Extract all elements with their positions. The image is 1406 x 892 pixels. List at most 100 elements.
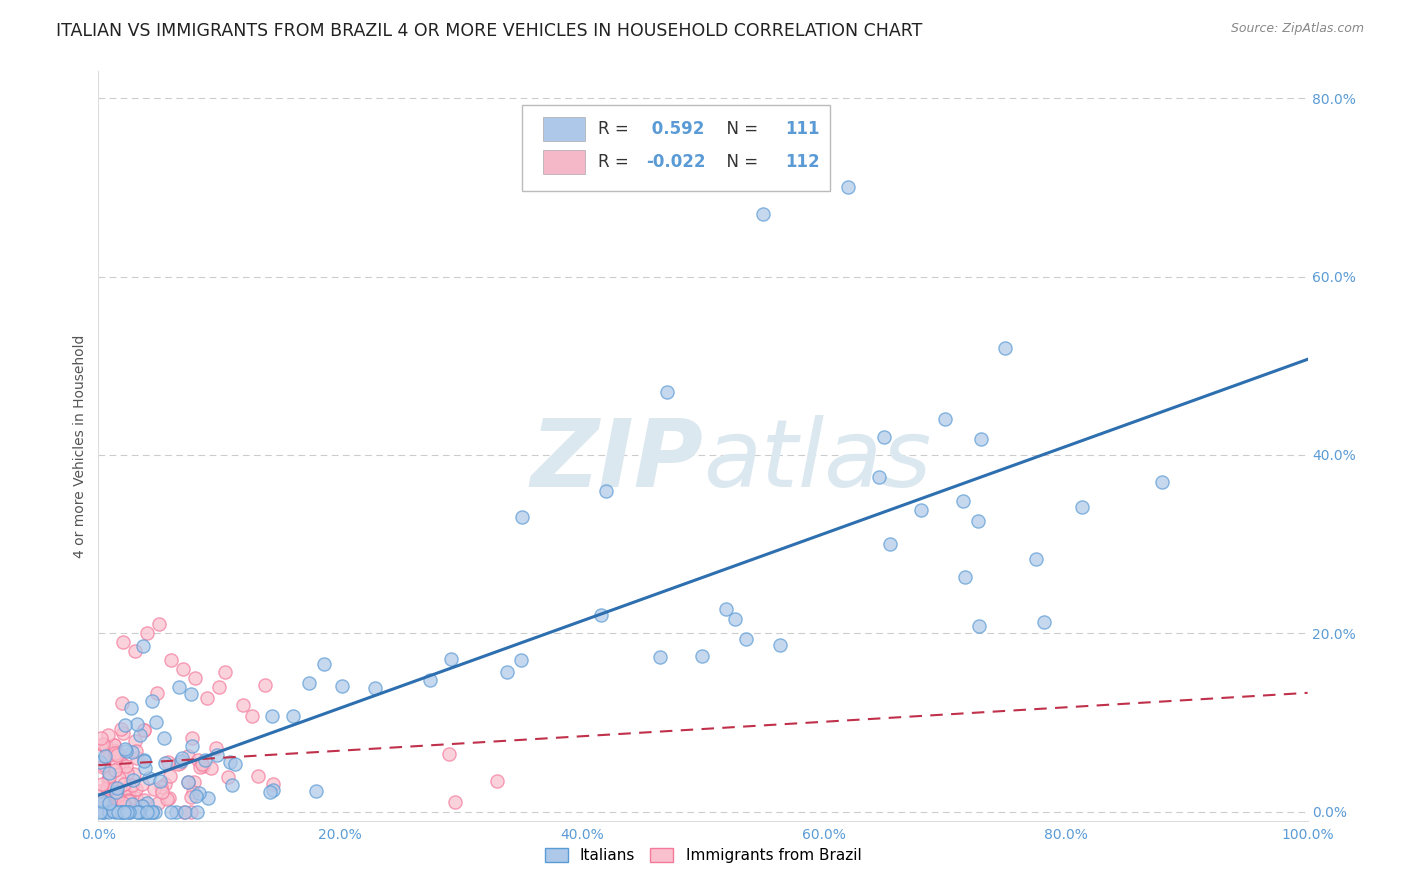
Y-axis label: 4 or more Vehicles in Household: 4 or more Vehicles in Household bbox=[73, 334, 87, 558]
Point bbox=[149, 773, 172, 788]
Point bbox=[104, 746, 127, 760]
Point bbox=[177, 775, 200, 789]
Point bbox=[91, 738, 114, 752]
Point bbox=[180, 790, 202, 805]
Point bbox=[127, 805, 149, 819]
Point bbox=[156, 755, 179, 769]
Text: 0.592: 0.592 bbox=[647, 120, 704, 138]
Point bbox=[100, 789, 122, 804]
Point bbox=[188, 786, 211, 800]
Point bbox=[98, 780, 121, 795]
Point bbox=[103, 787, 125, 801]
Point bbox=[186, 805, 208, 819]
Point bbox=[219, 756, 242, 770]
Point bbox=[952, 494, 974, 508]
Point bbox=[440, 652, 463, 666]
Point bbox=[110, 722, 132, 736]
Point bbox=[98, 746, 121, 760]
Point bbox=[127, 750, 149, 764]
Point bbox=[91, 737, 114, 751]
Point bbox=[111, 635, 134, 649]
Point bbox=[121, 779, 143, 793]
Point bbox=[330, 679, 353, 693]
Point bbox=[143, 782, 166, 797]
Point bbox=[970, 433, 993, 447]
Text: R =: R = bbox=[598, 153, 634, 171]
Point bbox=[197, 690, 219, 705]
Point bbox=[91, 760, 114, 774]
Point bbox=[1071, 500, 1094, 515]
Text: atlas: atlas bbox=[703, 416, 931, 507]
Point bbox=[172, 662, 194, 676]
Point bbox=[107, 790, 129, 805]
Point bbox=[105, 748, 128, 763]
Point bbox=[173, 805, 195, 819]
Point bbox=[714, 602, 737, 616]
Point bbox=[97, 805, 120, 819]
Point bbox=[131, 805, 153, 819]
Point bbox=[141, 805, 163, 819]
Point bbox=[93, 758, 115, 772]
Point bbox=[110, 805, 132, 819]
Point bbox=[1025, 552, 1047, 566]
Point bbox=[117, 796, 139, 810]
Text: -0.022: -0.022 bbox=[647, 153, 706, 171]
Point bbox=[105, 788, 128, 802]
Point bbox=[873, 430, 896, 444]
Point bbox=[145, 714, 167, 729]
Point bbox=[94, 749, 117, 764]
Point bbox=[115, 805, 138, 819]
Point bbox=[170, 750, 193, 764]
Point bbox=[124, 644, 146, 658]
Point bbox=[146, 686, 169, 700]
Point bbox=[262, 708, 284, 723]
Point bbox=[121, 745, 143, 759]
Point bbox=[443, 795, 465, 809]
Point bbox=[111, 805, 134, 819]
Point bbox=[868, 470, 890, 484]
Point bbox=[112, 805, 135, 819]
Point bbox=[136, 796, 159, 810]
Point bbox=[132, 793, 155, 807]
Point bbox=[169, 756, 191, 770]
Point bbox=[118, 794, 141, 808]
Point bbox=[89, 784, 111, 798]
Point bbox=[104, 805, 127, 819]
Text: ZIP: ZIP bbox=[530, 415, 703, 507]
Point bbox=[509, 653, 531, 667]
Bar bbox=[543, 117, 585, 141]
Point bbox=[132, 639, 155, 653]
Point bbox=[655, 385, 678, 400]
Point bbox=[170, 754, 193, 768]
Point bbox=[103, 789, 125, 803]
Point bbox=[89, 805, 111, 819]
Point bbox=[994, 341, 1017, 355]
Point bbox=[93, 796, 115, 810]
Point bbox=[118, 805, 141, 819]
Point bbox=[121, 700, 143, 714]
Point bbox=[214, 665, 236, 679]
Point bbox=[134, 753, 156, 767]
Point bbox=[188, 760, 211, 774]
Point bbox=[122, 772, 145, 787]
Point bbox=[117, 793, 139, 807]
Point bbox=[148, 617, 170, 632]
Point bbox=[197, 791, 219, 805]
Point bbox=[752, 207, 775, 221]
Point bbox=[160, 805, 183, 819]
Point bbox=[186, 789, 208, 804]
Point bbox=[439, 747, 461, 761]
Point bbox=[135, 626, 157, 640]
Point bbox=[104, 755, 127, 769]
Point bbox=[138, 771, 160, 785]
Point bbox=[127, 805, 149, 819]
Point bbox=[167, 680, 190, 694]
Point bbox=[281, 709, 304, 723]
Point bbox=[173, 805, 195, 819]
Point bbox=[221, 778, 243, 792]
Point bbox=[89, 755, 111, 769]
Legend: Italians, Immigrants from Brazil: Italians, Immigrants from Brazil bbox=[538, 841, 868, 869]
Point bbox=[150, 785, 173, 799]
Point bbox=[112, 777, 135, 791]
Point bbox=[128, 805, 150, 819]
